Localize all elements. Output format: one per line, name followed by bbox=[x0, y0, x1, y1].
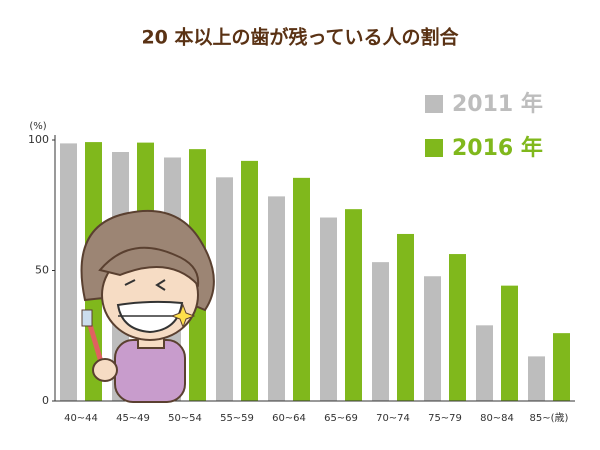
x-tick-label: 70~74 bbox=[376, 413, 410, 424]
x-tick-label: 75~79 bbox=[428, 413, 462, 424]
x-tick-label: 40~44 bbox=[64, 413, 98, 424]
x-tick-label: 55~59 bbox=[220, 413, 254, 424]
bar bbox=[424, 276, 441, 401]
bar bbox=[320, 217, 337, 401]
bar bbox=[241, 160, 258, 401]
bar bbox=[345, 209, 362, 401]
legend-label: 2011 年 bbox=[452, 91, 543, 117]
y-tick-label: 50 bbox=[35, 264, 49, 277]
bar bbox=[268, 196, 285, 401]
bar bbox=[60, 143, 77, 401]
x-tick-label: 50~54 bbox=[168, 413, 202, 424]
bar bbox=[553, 333, 570, 401]
x-tick-label: 60~64 bbox=[272, 413, 306, 424]
x-tick-label: 65~69 bbox=[324, 413, 358, 424]
x-tick-label: 85~(歳) bbox=[530, 412, 569, 424]
bar bbox=[397, 233, 414, 401]
x-tick-label: 45~49 bbox=[116, 413, 150, 424]
bar bbox=[501, 285, 518, 401]
bar bbox=[372, 262, 389, 401]
bar bbox=[449, 254, 466, 401]
bar bbox=[528, 356, 545, 401]
y-tick-label: 100 bbox=[28, 133, 49, 146]
legend-label: 2016 年 bbox=[452, 135, 543, 161]
y-tick-label: 0 bbox=[42, 394, 49, 407]
y-unit: (%) bbox=[29, 121, 46, 132]
bar bbox=[293, 177, 310, 401]
bar bbox=[476, 325, 493, 401]
illustration bbox=[80, 209, 215, 403]
legend-swatch bbox=[425, 139, 443, 157]
bar bbox=[216, 177, 233, 401]
legend-swatch bbox=[425, 95, 443, 113]
chart-title: 20 本以上の歯が残っている人の割合 bbox=[141, 26, 459, 49]
x-tick-label: 80~84 bbox=[480, 413, 514, 424]
